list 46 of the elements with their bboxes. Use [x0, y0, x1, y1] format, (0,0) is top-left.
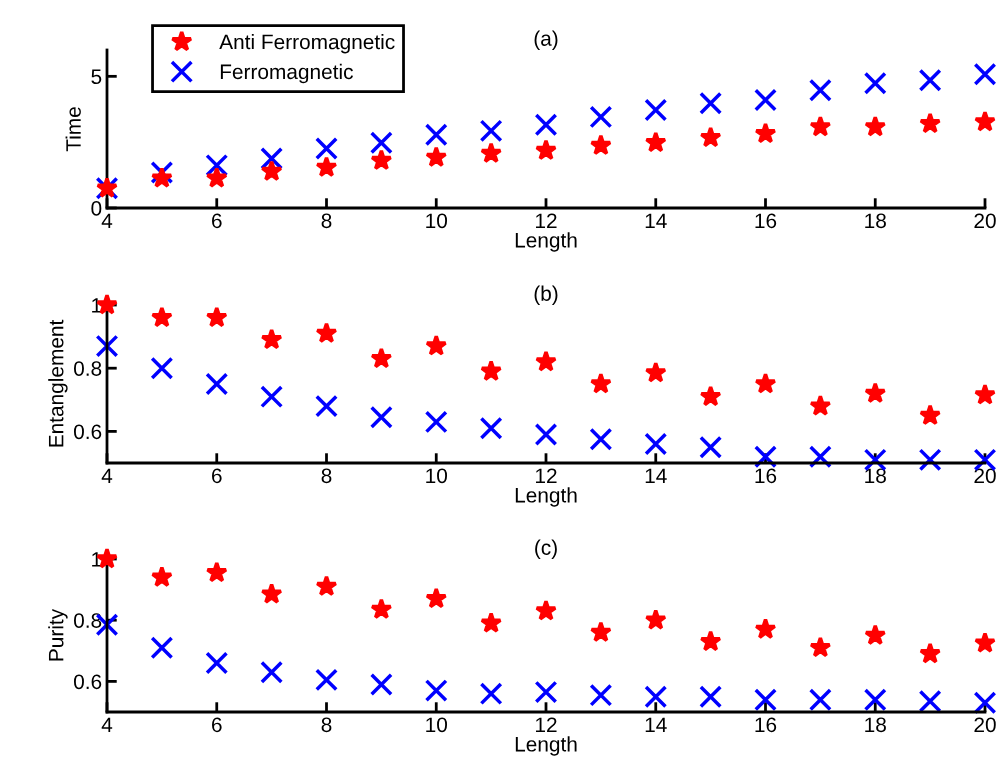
y-axis-title: Entanglement [48, 319, 68, 447]
x-tick-label: 16 [755, 213, 777, 229]
x-tick-label: 4 [101, 717, 113, 732]
x-tick-label: 12 [536, 717, 557, 732]
x-tick-label: 18 [865, 213, 886, 229]
x-tick-label: 14 [645, 213, 667, 228]
x-tick-label: 14 [645, 468, 667, 483]
y-tick-label: 0.8 [73, 361, 102, 376]
x-tick-label: 18 [865, 468, 886, 484]
x-axis-title: Length [515, 736, 577, 756]
x-tick-label: 16 [755, 468, 777, 484]
x-tick-label: 10 [426, 717, 448, 733]
x-tick-label: 20 [974, 717, 996, 733]
x-tick-label: 6 [212, 213, 222, 229]
chart-title: (c) [535, 539, 557, 559]
legend-label: Ferromagnetic [220, 63, 353, 84]
x-tick-label: 6 [212, 717, 222, 733]
x-tick-label: 16 [755, 717, 777, 733]
x-tick-label: 4 [101, 468, 113, 483]
x-tick-label: 14 [645, 717, 667, 732]
y-tick-label: 5 [91, 69, 102, 85]
x-tick-label: 8 [321, 468, 332, 484]
x-tick-label: 20 [974, 468, 996, 484]
x-tick-label: 4 [101, 213, 113, 228]
y-tick-label: 0 [91, 201, 102, 216]
x-tick-label: 10 [426, 213, 448, 229]
y-axis-title: Purity [48, 608, 68, 661]
x-tick-label: 8 [321, 717, 332, 733]
x-tick-label: 12 [536, 468, 557, 483]
chart-title: (a) [534, 30, 558, 50]
x-tick-label: 20 [974, 213, 996, 229]
legend-label: Anti Ferromagnetic [219, 33, 395, 54]
x-axis-title: Length [515, 232, 577, 252]
x-tick-label: 18 [865, 717, 886, 733]
y-tick-label: 0.8 [73, 613, 102, 628]
chart-title: (b) [534, 285, 558, 305]
x-axis-title: Length [515, 487, 577, 507]
x-tick-label: 6 [212, 468, 222, 484]
y-tick-label: 0.6 [73, 424, 102, 440]
y-tick-label: 1 [92, 552, 102, 567]
x-tick-label: 12 [536, 213, 557, 228]
x-tick-label: 10 [426, 468, 448, 484]
y-tick-label: 1 [92, 298, 102, 313]
y-axis-title: Time [65, 107, 81, 152]
y-tick-label: 0.6 [73, 674, 102, 690]
x-tick-label: 8 [321, 213, 332, 229]
